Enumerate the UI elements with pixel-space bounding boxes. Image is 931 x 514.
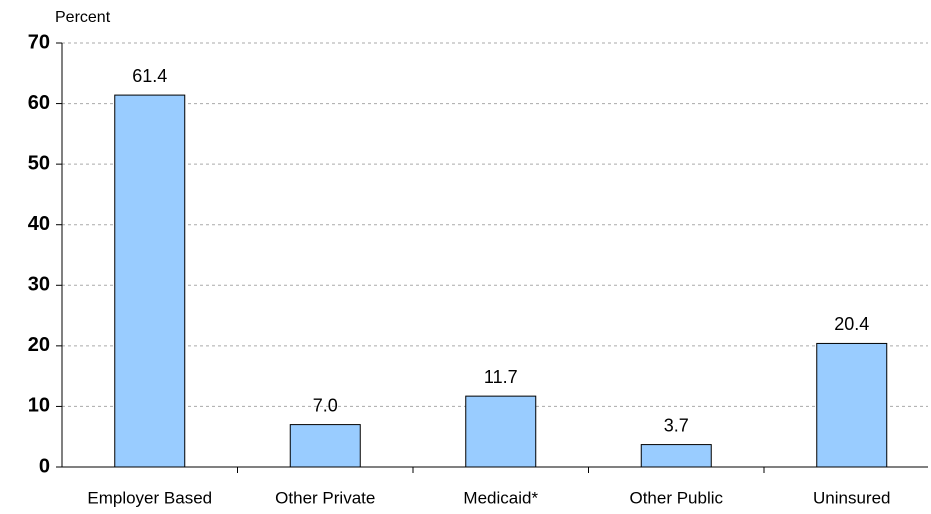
y-axis-label: Percent [55, 9, 111, 26]
x-tick-label: Employer Based [87, 488, 212, 507]
y-tick-label: 60 [28, 92, 50, 114]
x-tick-label: Medicaid* [463, 488, 538, 507]
y-tick-label: 10 [28, 395, 50, 417]
bar [640, 444, 712, 468]
y-tick-label: 0 [39, 455, 50, 477]
x-tick-label: Other Private [275, 488, 375, 507]
value-label: 20.4 [834, 314, 869, 334]
bar [114, 94, 186, 468]
value-label: 11.7 [484, 367, 518, 387]
x-tick-label: Other Public [629, 488, 723, 507]
value-label: 61.4 [132, 66, 167, 86]
y-tick-label: 40 [28, 213, 50, 235]
value-label: 7.0 [313, 395, 338, 415]
bar [289, 424, 361, 468]
y-tick-label: 70 [28, 31, 50, 53]
value-label: 3.7 [664, 415, 689, 435]
y-tick-label: 20 [28, 334, 50, 356]
bar [816, 342, 888, 468]
y-tick-label: 30 [28, 274, 50, 296]
y-tick-label: 50 [28, 152, 50, 174]
x-tick-label: Uninsured [813, 488, 891, 507]
bar [465, 395, 537, 468]
